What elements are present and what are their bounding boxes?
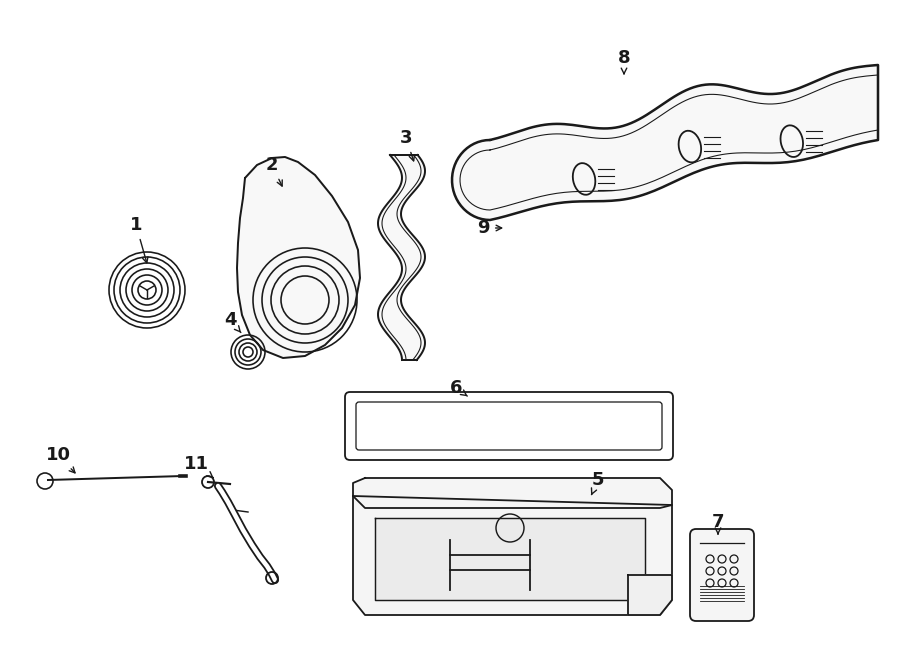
Text: 3: 3: [400, 129, 415, 161]
Polygon shape: [353, 478, 672, 508]
Polygon shape: [353, 496, 672, 615]
FancyBboxPatch shape: [690, 529, 754, 621]
Text: 1: 1: [130, 216, 148, 263]
Polygon shape: [628, 575, 672, 615]
Polygon shape: [452, 65, 878, 220]
Text: 8: 8: [617, 49, 630, 73]
Text: 5: 5: [591, 471, 604, 494]
Text: 7: 7: [712, 513, 724, 534]
Text: 11: 11: [184, 455, 213, 478]
Text: 6: 6: [450, 379, 467, 397]
Polygon shape: [375, 518, 645, 600]
Polygon shape: [378, 155, 425, 360]
Text: 10: 10: [46, 446, 75, 473]
Text: 9: 9: [478, 219, 501, 237]
Text: 4: 4: [224, 311, 241, 332]
Polygon shape: [237, 157, 360, 358]
Text: 2: 2: [266, 156, 283, 186]
